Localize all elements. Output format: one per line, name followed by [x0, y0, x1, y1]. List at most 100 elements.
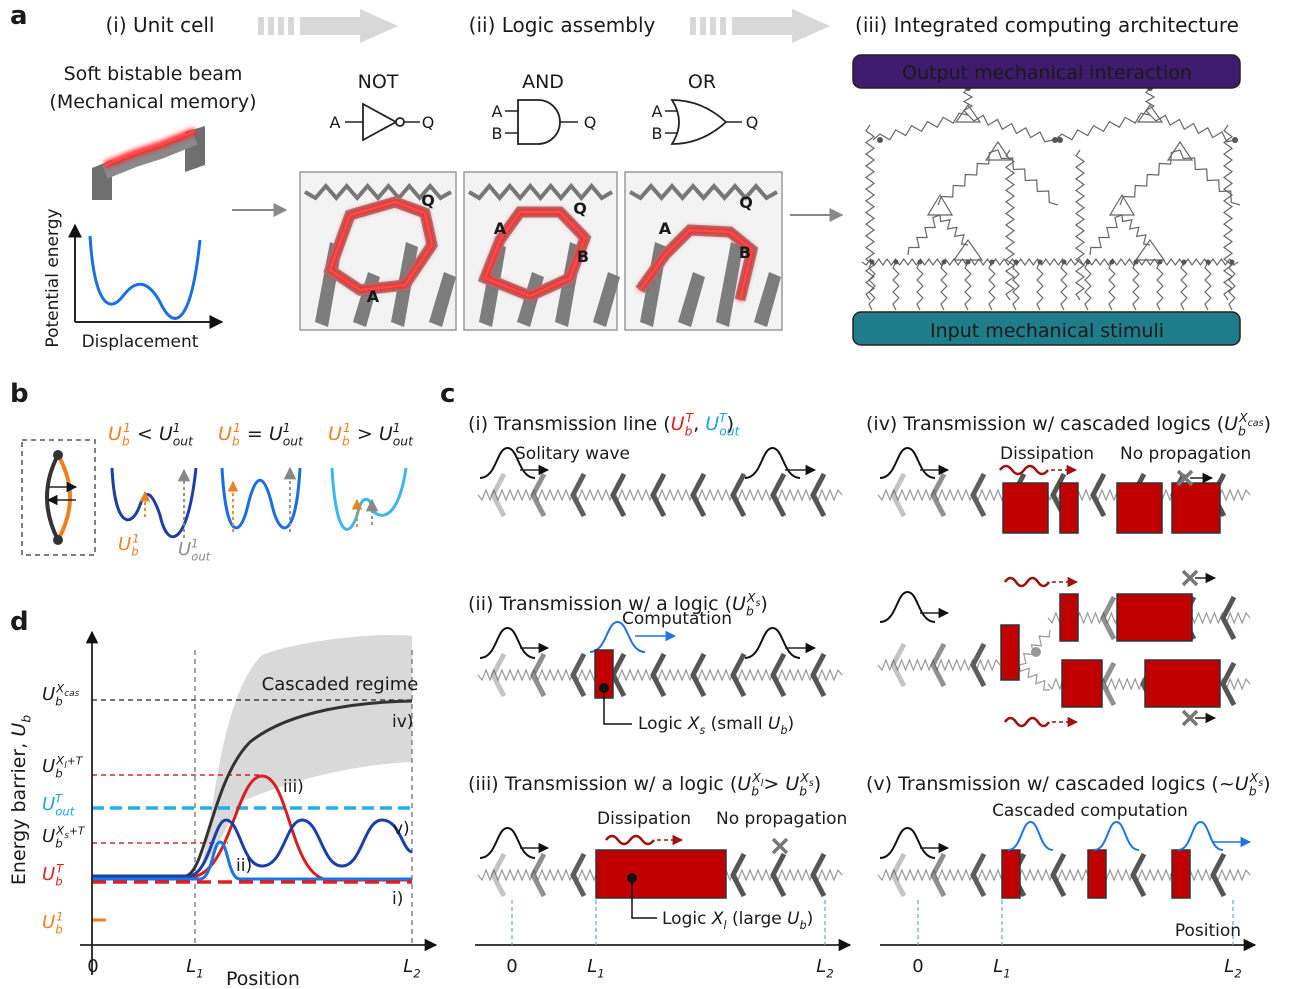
arrow-head [792, 9, 830, 43]
node [1134, 260, 1139, 265]
text-part: U [671, 413, 685, 435]
tick-label: L2 [816, 956, 833, 980]
curve-label: iii) [283, 777, 304, 797]
beam [573, 654, 584, 696]
beam [613, 654, 624, 696]
text-part: out [191, 549, 211, 563]
spring [1006, 150, 1014, 300]
beam [1093, 474, 1104, 516]
spring [1120, 150, 1180, 205]
panel-label: b [10, 379, 29, 409]
beam [573, 854, 584, 896]
energy-well [332, 468, 406, 529]
step-title: (i) Unit cell [105, 13, 214, 37]
curve-label: ii) [236, 856, 252, 876]
text-part: ) [727, 413, 734, 435]
spring [1146, 88, 1154, 115]
assembly-label: B [577, 247, 589, 266]
arrow-body [300, 17, 362, 35]
arrow-head [360, 9, 398, 43]
dissipation-wave [1000, 466, 1048, 474]
text-part: 1 [393, 421, 401, 435]
well-label: Uout1 [178, 536, 211, 563]
assembly-label: B [739, 243, 751, 262]
axis-label: Potential energy [43, 208, 63, 347]
energy-well [112, 468, 196, 537]
or-gate [672, 100, 726, 144]
text-part: (iii) Transmission w/ a logic ( [468, 773, 737, 795]
logic-block [1172, 483, 1220, 533]
node [1062, 260, 1067, 265]
text-part: b [751, 785, 759, 799]
beam [1133, 854, 1144, 896]
assembly-label: Q [739, 193, 753, 212]
beam [573, 474, 584, 516]
not-bubble [396, 118, 404, 126]
beam-state [47, 455, 58, 540]
node [1057, 137, 1063, 143]
gate-port: A [492, 102, 503, 121]
row-title: (iii) Transmission w/ a logic (UbXl> UbX… [468, 771, 821, 799]
arrow-dash [710, 17, 716, 35]
gate-port: A [652, 102, 663, 121]
text-part: b [1249, 785, 1257, 799]
spring [941, 262, 947, 310]
text-part: L [403, 956, 413, 977]
axis-label: Position [226, 968, 300, 989]
text-part: 2 [1234, 966, 1241, 980]
spring [989, 262, 995, 310]
annotation: Logic Xl (large Ub) [662, 909, 813, 932]
spring [1229, 262, 1235, 310]
wave [880, 828, 935, 858]
text-part: b [55, 766, 62, 780]
beam [973, 474, 984, 516]
text-part: 1 [233, 421, 241, 435]
text-part: T [56, 861, 64, 875]
row-title: (i) Transmission line (UbT, UoutT) [468, 411, 741, 439]
energy-curve [90, 236, 200, 318]
text-part: U [218, 423, 232, 445]
wave [1094, 822, 1139, 850]
text-part: > [763, 773, 785, 795]
axis-label: Energy barrier, Ub [8, 715, 34, 885]
assembly-label: A [659, 219, 672, 238]
spring [1055, 113, 1150, 140]
text-part: out [393, 435, 414, 449]
text-part: (i) Transmission line ( [468, 413, 671, 435]
gate-port: Q [422, 113, 435, 132]
text-part: > [351, 423, 379, 445]
tick-label: L1 [587, 956, 604, 980]
beam [693, 474, 704, 516]
beam [613, 474, 624, 516]
spring [1076, 150, 1084, 300]
text-part: cas [1248, 418, 1264, 429]
logic-block [1145, 660, 1220, 707]
arrow-dash [288, 17, 294, 35]
text-part: Logic [638, 714, 688, 734]
beam [653, 654, 664, 696]
text-part: 1 [191, 536, 198, 550]
node [1206, 260, 1211, 265]
annotation: Dissipation [1000, 444, 1094, 464]
step-title: (iii) Integrated computing architecture [855, 13, 1239, 37]
text-part: U [42, 864, 55, 885]
spring [1109, 262, 1115, 310]
tick-label: 0 [506, 956, 517, 977]
spring [908, 215, 940, 255]
arrow-dash [720, 17, 726, 35]
annotation: Computation [622, 609, 732, 629]
text-part: b [122, 435, 130, 449]
text-part: out [55, 804, 75, 818]
condition: Ub1 > Uout1 [328, 421, 414, 449]
beam [893, 854, 904, 896]
node [1038, 260, 1043, 265]
curve-label: iv) [392, 712, 413, 732]
logic-block [1062, 660, 1102, 707]
beam [533, 474, 544, 516]
beam [733, 474, 744, 516]
text-part: ) [1263, 773, 1270, 795]
beam [533, 654, 544, 696]
text-part: ) [787, 714, 794, 734]
spring [1205, 262, 1211, 310]
text-part: U [8, 723, 30, 737]
